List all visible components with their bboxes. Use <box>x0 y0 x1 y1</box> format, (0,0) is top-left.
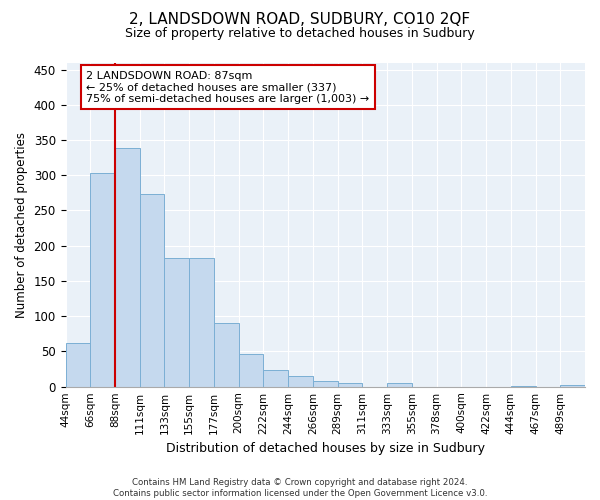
Bar <box>65 343 90 386</box>
Bar <box>263 370 288 386</box>
Y-axis label: Number of detached properties: Number of detached properties <box>15 132 28 318</box>
Bar <box>313 381 338 386</box>
Bar <box>338 383 362 386</box>
Bar <box>288 376 313 386</box>
Bar <box>239 354 263 386</box>
X-axis label: Distribution of detached houses by size in Sudbury: Distribution of detached houses by size … <box>166 442 485 455</box>
Text: Contains HM Land Registry data © Crown copyright and database right 2024.
Contai: Contains HM Land Registry data © Crown c… <box>113 478 487 498</box>
Text: 2, LANDSDOWN ROAD, SUDBURY, CO10 2QF: 2, LANDSDOWN ROAD, SUDBURY, CO10 2QF <box>130 12 470 28</box>
Bar <box>140 194 164 386</box>
Bar <box>90 173 115 386</box>
Bar <box>164 258 189 386</box>
Text: Size of property relative to detached houses in Sudbury: Size of property relative to detached ho… <box>125 28 475 40</box>
Bar <box>214 324 239 386</box>
Text: 2 LANDSDOWN ROAD: 87sqm
← 25% of detached houses are smaller (337)
75% of semi-d: 2 LANDSDOWN ROAD: 87sqm ← 25% of detache… <box>86 70 370 104</box>
Bar <box>387 383 412 386</box>
Bar <box>115 148 140 386</box>
Bar <box>189 258 214 386</box>
